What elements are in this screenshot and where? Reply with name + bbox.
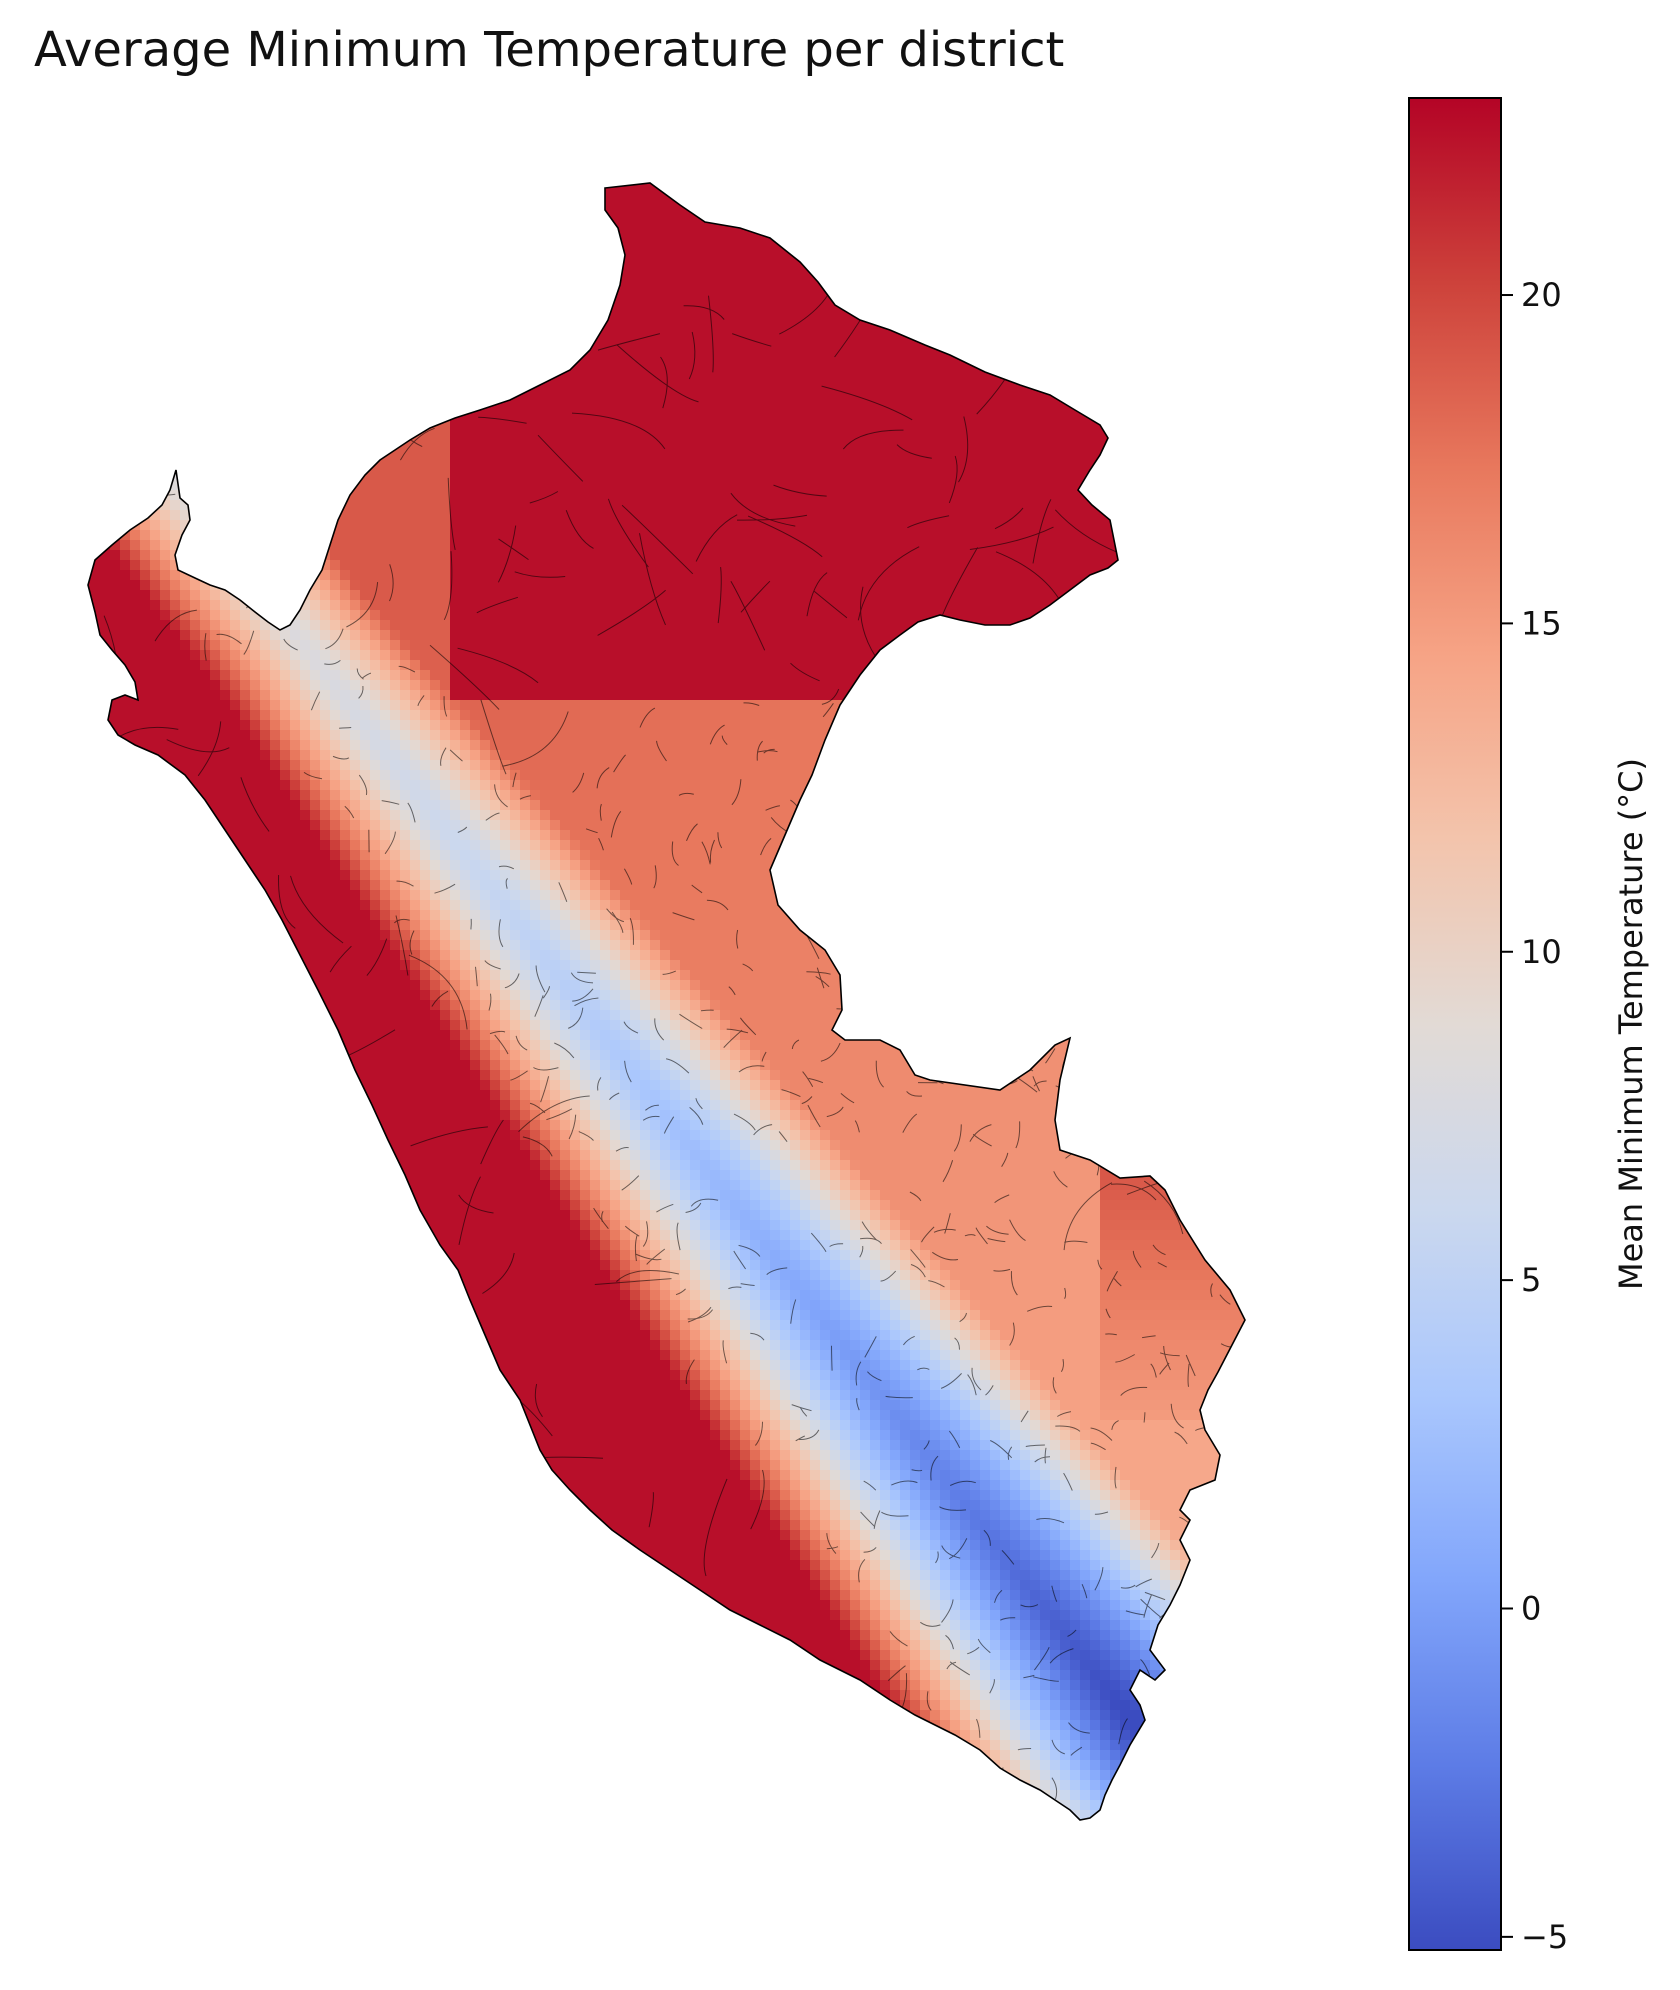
colorbar-ticks: −5 0 5 10 15 20 [1501, 276, 1568, 1956]
colorbar: −5 0 5 10 15 20 Mean Minimum Temperature (°C) [1408, 97, 1650, 1956]
colorbar-tick-label: 10 [1521, 933, 1562, 971]
colorbar-tick-label: 0 [1521, 1589, 1541, 1627]
map-title: Average Minimum Temperature per district [34, 22, 1064, 78]
peru-map [87, 182, 1246, 1821]
colorbar-tick-label: 15 [1521, 604, 1562, 642]
country-outline [87, 182, 1246, 1821]
colorbar-gradient [1408, 97, 1502, 1951]
colorbar-tick-label: 5 [1521, 1261, 1541, 1299]
colorbar-label: Mean Minimum Temperature (°C) [1612, 758, 1650, 1290]
choropleth-fill [88, 183, 1245, 1820]
colorbar-tick-label: −5 [1521, 1918, 1568, 1956]
colorbar-tick-label: 20 [1521, 276, 1562, 314]
